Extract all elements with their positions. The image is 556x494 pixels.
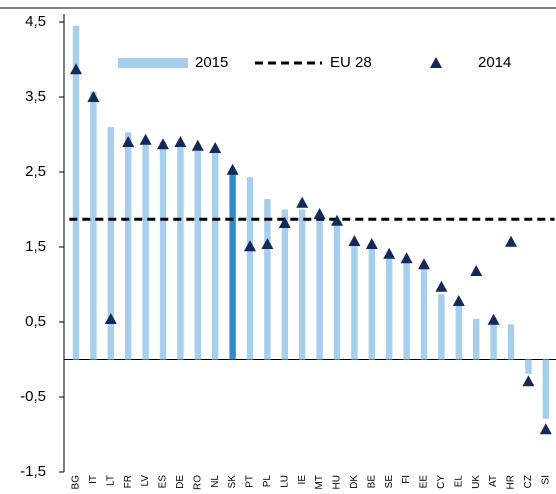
x-tick-label: FR <box>123 475 134 488</box>
triangle-marker <box>400 252 413 264</box>
x-tick-label: SE <box>384 475 395 489</box>
x-tick-label: NL <box>210 475 221 488</box>
x-tick-label: HU <box>332 475 343 489</box>
bar <box>194 145 201 360</box>
triangle-marker <box>139 133 152 145</box>
x-tick-label: PT <box>245 475 256 488</box>
triangle-marker <box>539 423 552 435</box>
triangle-marker <box>104 313 117 324</box>
x-tick-label: EL <box>453 475 464 488</box>
bar <box>542 359 549 419</box>
triangle-marker <box>365 238 378 249</box>
x-tick-label: CZ <box>523 475 534 488</box>
triangle-marker <box>383 247 396 259</box>
x-tick-label: LU <box>279 475 290 488</box>
bar <box>351 241 358 360</box>
bar <box>107 127 114 360</box>
bar <box>246 177 254 360</box>
x-tick-label: EE <box>419 475 430 489</box>
bar <box>125 132 132 360</box>
bar <box>72 25 80 360</box>
legend-swatch <box>430 57 442 68</box>
bar <box>229 171 236 360</box>
y-tick-label: 1,5 <box>25 238 46 255</box>
x-tick-label: IT <box>88 475 99 484</box>
x-tick-label: BG <box>71 475 82 490</box>
y-tick-label: 3,5 <box>25 88 46 105</box>
bar <box>368 244 375 360</box>
bar <box>264 199 271 360</box>
x-tick-label: LT <box>105 475 116 486</box>
y-tick-label: -1,5 <box>20 463 46 480</box>
x-tick-label: RO <box>192 475 203 490</box>
triangle-marker <box>470 265 483 276</box>
triangle-marker <box>522 375 535 387</box>
triangle-marker <box>313 208 326 219</box>
bar <box>316 214 323 360</box>
triangle-marker <box>278 217 291 228</box>
bar <box>281 209 288 360</box>
bar <box>473 319 480 360</box>
triangle-marker <box>452 295 465 306</box>
triangle-marker <box>418 258 430 270</box>
triangle-marker <box>435 280 448 292</box>
bar <box>438 294 445 360</box>
bar <box>333 219 341 360</box>
x-tick-label: LV <box>140 475 151 487</box>
triangle-marker <box>348 235 361 246</box>
triangle-marker <box>226 163 239 175</box>
bar <box>420 268 428 360</box>
x-tick-label: DK <box>349 475 360 489</box>
legend-label: 2015 <box>195 54 228 71</box>
bar <box>177 142 184 360</box>
triangle-marker <box>70 63 82 75</box>
triangle-marker <box>487 313 500 325</box>
bar <box>490 324 497 360</box>
x-tick-label: CY <box>436 475 447 489</box>
x-tick-label: IE <box>297 475 308 485</box>
bar <box>159 142 167 360</box>
triangle-marker <box>122 136 135 147</box>
x-tick-label: PL <box>262 475 273 488</box>
y-tick-label: -0,5 <box>20 388 46 405</box>
x-tick-label: SK <box>227 475 238 489</box>
triangle-marker <box>244 240 256 252</box>
triangle-marker <box>87 91 100 102</box>
bar <box>142 139 149 360</box>
y-tick-label: 2,5 <box>25 163 46 180</box>
bar <box>455 304 462 360</box>
bar <box>507 324 515 360</box>
x-tick-label: ES <box>158 475 169 489</box>
bar <box>386 253 393 360</box>
legend-swatch <box>118 58 188 68</box>
triangle-marker <box>174 136 187 147</box>
legend-label: EU 28 <box>330 54 372 71</box>
x-tick-label: HR <box>506 475 517 489</box>
x-tick-label: DE <box>175 475 186 489</box>
triangle-marker <box>331 214 343 226</box>
x-tick-label: UK <box>471 475 482 489</box>
triangle-marker <box>191 139 204 151</box>
bar <box>299 209 306 360</box>
y-tick-label: 4,5 <box>25 13 46 30</box>
bar <box>212 149 219 360</box>
x-tick-label: AT <box>488 475 499 487</box>
triangle-marker <box>157 138 169 150</box>
legend-label: 2014 <box>478 54 511 71</box>
bar <box>403 259 410 360</box>
bar <box>90 91 97 360</box>
x-tick-label: MT <box>314 475 325 489</box>
y-tick-label: 0,5 <box>25 313 46 330</box>
x-tick-label: SI <box>540 475 551 484</box>
triangle-marker <box>296 196 309 208</box>
bar <box>525 359 532 374</box>
triangle-marker <box>209 142 222 153</box>
triangle-marker <box>261 238 274 249</box>
x-tick-label: BE <box>366 475 377 489</box>
triangle-marker <box>505 235 517 247</box>
x-tick-label: FI <box>401 475 412 484</box>
